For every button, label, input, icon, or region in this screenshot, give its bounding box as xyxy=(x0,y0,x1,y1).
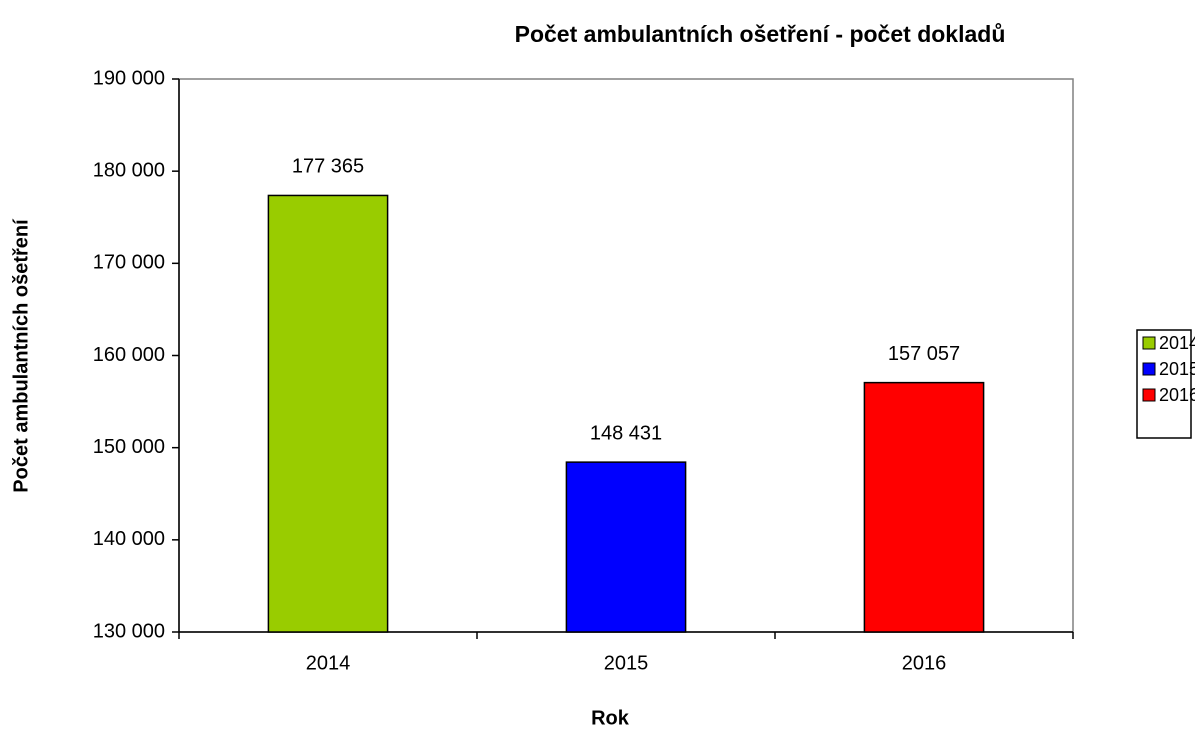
legend-swatch xyxy=(1142,362,1156,376)
x-tick-label: 2014 xyxy=(306,652,351,674)
value-label: 157 057 xyxy=(888,343,960,365)
legend-label: 2016 xyxy=(1159,385,1195,405)
legend-swatch xyxy=(1142,388,1156,402)
x-axis-title: Rok xyxy=(591,707,630,729)
x-tick-label: 2015 xyxy=(604,652,649,674)
y-tick-label: 190 000 xyxy=(93,67,165,89)
bar xyxy=(863,381,985,633)
legend xyxy=(1136,329,1192,439)
y-tick-label: 140 000 xyxy=(93,528,165,550)
y-tick-label: 170 000 xyxy=(93,252,165,274)
value-label: 177 365 xyxy=(292,156,364,178)
y-tick-label: 180 000 xyxy=(93,159,165,181)
x-tick-label: 2016 xyxy=(902,652,947,674)
y-tick-label: 130 000 xyxy=(93,620,165,642)
bar xyxy=(267,194,389,633)
value-label: 148 431 xyxy=(590,422,662,444)
y-axis-title: Počet ambulantních ošetření xyxy=(10,218,32,493)
legend-label: 2014 xyxy=(1159,333,1195,353)
legend-label: 2015 xyxy=(1159,359,1195,379)
y-tick-label: 150 000 xyxy=(93,436,165,458)
chart-title: Počet ambulantních ošetření - počet dokl… xyxy=(515,21,1006,47)
legend-swatch xyxy=(1142,336,1156,350)
bar xyxy=(565,461,687,633)
y-tick-label: 160 000 xyxy=(93,344,165,366)
